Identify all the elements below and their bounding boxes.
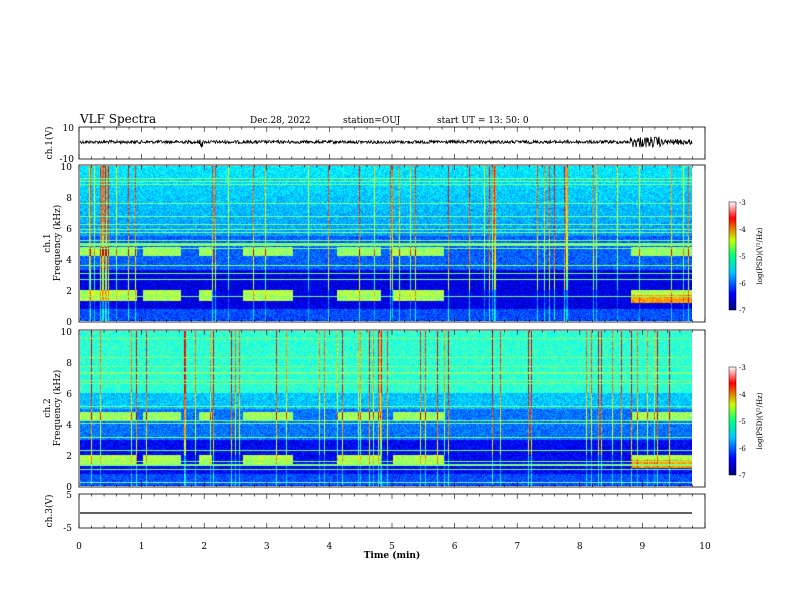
colorbar-ch2-tick-m5: -5 [739, 418, 746, 426]
colorbar-ch2-gradient [728, 366, 737, 476]
start-time-label: start UT = 13: 50: 0 [437, 116, 529, 126]
x-axis-label: Time (min) [364, 550, 421, 561]
xtick-3: 3 [264, 542, 270, 552]
colorbar-ch1-tick-m3: -3 [739, 199, 746, 207]
xtick-4: 4 [327, 542, 333, 552]
ch1-ytick-top: 10 [63, 124, 75, 134]
ch3-ytick-bottom: -5 [63, 524, 72, 534]
waveform-ch3-frame [78, 493, 706, 529]
colorbar-ch1-tick-m7: -7 [739, 307, 746, 315]
spec2-ytick-8: 8 [66, 359, 72, 369]
spectrogram-ch2-panel: 0 2 4 6 8 10 ch.2 Frequency (kHz) [43, 328, 706, 493]
waveform-ch1-trace [79, 136, 693, 149]
xtick-1: 1 [139, 542, 145, 552]
waveform-ch3-panel: 5 -5 ch.3(V) [44, 491, 706, 534]
ch3-ylabel: ch.3(V) [44, 495, 55, 528]
spec2-ytick-10: 10 [61, 328, 73, 338]
colorbar-ch1-gradient [728, 201, 737, 311]
spec1-ytick-4: 4 [66, 256, 72, 266]
colorbar-ch2-tick-m4: -4 [739, 391, 746, 399]
colorbar-ch2-tick-m6: -6 [739, 445, 746, 453]
colorbar-ch2-tick-m3: -3 [739, 364, 746, 372]
colorbar-ch2-tick-m7: -7 [739, 472, 746, 480]
spectrogram-ch2-image [80, 331, 692, 486]
colorbar-ch2: -3 -4 -5 -6 -7 log(PSD)(V²/Hz) [728, 364, 764, 480]
spec2-ytick-0: 0 [66, 483, 72, 493]
spec1-ytick-6: 6 [66, 225, 72, 235]
colorbar-ch1-tick-m4: -4 [739, 226, 746, 234]
colorbar-ch1: -3 -4 -5 -6 -7 log(PSD)(V²/Hz) [728, 199, 764, 315]
spec1-ytick-8: 8 [66, 194, 72, 204]
colorbar-ch1-label: log(PSD)(V²/Hz) [756, 227, 764, 284]
spec2-ylabel-frequency: Frequency (kHz) [52, 370, 63, 447]
xtick-7: 7 [514, 542, 520, 552]
ch1-ytick-bottom: -10 [60, 155, 75, 165]
spec1-ytick-10: 10 [61, 163, 73, 173]
spec1-ylabel-channel: ch.1 [43, 233, 53, 252]
date-label: Dec.28, 2022 [250, 116, 311, 126]
spec1-ylabel-frequency: Frequency (kHz) [52, 205, 63, 282]
spec2-ylabel-channel: ch.2 [43, 398, 53, 417]
x-axis: 0 1 2 3 4 5 6 7 8 9 10 Time (min) [76, 542, 711, 561]
xtick-5: 5 [389, 542, 395, 552]
xtick-0: 0 [76, 542, 82, 552]
spec1-ytick-0: 0 [66, 318, 72, 328]
station-label: station=OUJ [343, 116, 401, 126]
xtick-9: 9 [640, 542, 646, 552]
colorbar-ch1-tick-m6: -6 [739, 280, 746, 288]
waveform-ch1-panel: 10 -10 ch.1(V) [44, 124, 706, 165]
ch3-ytick-top: 5 [66, 491, 72, 501]
xtick-8: 8 [577, 542, 583, 552]
xtick-2: 2 [201, 542, 207, 552]
colorbar-ch1-tick-m5: -5 [739, 253, 746, 261]
figure-title: VLF Spectra [79, 112, 156, 126]
colorbar-ch2-label: log(PSD)(V²/Hz) [756, 392, 764, 449]
spectrogram-ch1-panel: 0 2 4 6 8 10 ch.1 Frequency (kHz) [43, 163, 706, 328]
spec2-ytick-2: 2 [66, 452, 72, 462]
spec1-ytick-2: 2 [66, 287, 72, 297]
xtick-10: 10 [699, 542, 711, 552]
spec2-ytick-4: 4 [66, 421, 72, 431]
xtick-6: 6 [452, 542, 458, 552]
spec2-ytick-6: 6 [66, 390, 72, 400]
ch1-ylabel: ch.1(V) [44, 127, 55, 160]
spectrogram-ch1-image [80, 166, 692, 321]
